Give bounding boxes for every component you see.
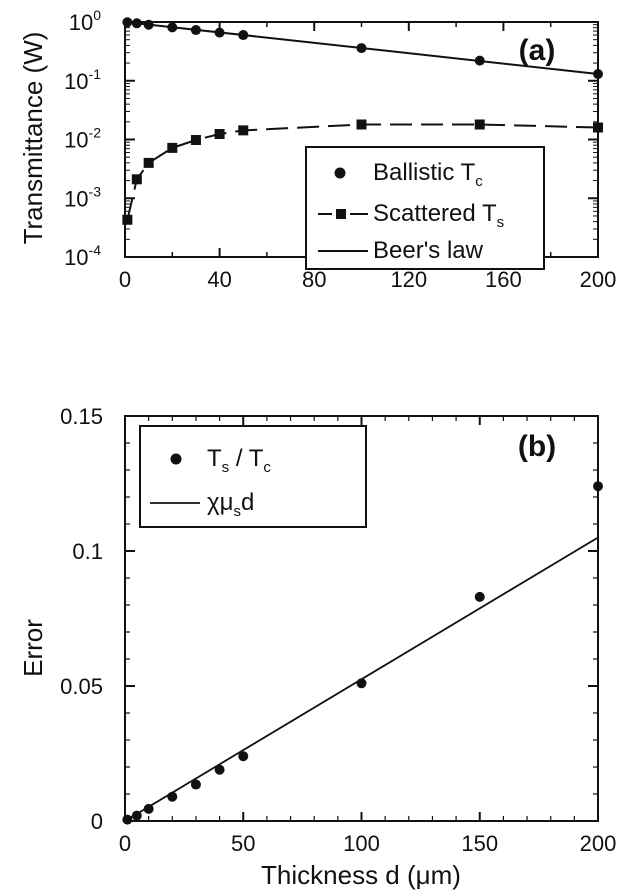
panel-b-ratio-point	[143, 803, 154, 814]
panel-b-plot-frame	[124, 415, 599, 822]
panel-b-x-tick-label: 100	[343, 831, 380, 856]
panel-b-y-axis-title: Error	[18, 619, 48, 677]
panel-a-y-tick-label: 10-2	[64, 125, 101, 153]
panel-a-scattered-point	[122, 214, 133, 225]
panel-a-scattered-point	[214, 129, 225, 140]
panel-a-scattered-point	[474, 119, 485, 130]
panel-b-ratio-point	[474, 591, 485, 602]
legend-model-label: χμsd	[207, 489, 254, 520]
panel-a-x-tick-label: 0	[119, 267, 131, 292]
panel-b-y-tick-label: 0.1	[72, 539, 103, 564]
panel-a-y-tick-label: 10-4	[64, 242, 101, 270]
panel-a-ballistic-point	[356, 43, 367, 54]
panel-b-x-tick-label: 200	[580, 831, 617, 856]
panel-a-ballistic-point	[238, 30, 249, 41]
panel-b: Error 0 50 100 150 200 0 0.05 0.1 0.15 (b) Ts / …	[18, 404, 616, 890]
panel-b-x-axis-title: Thickness d (μm)	[261, 860, 461, 890]
panel-b-ratio-point	[190, 779, 201, 790]
panel-b-x-tick-label: 150	[461, 831, 498, 856]
panel-a-ballistic-point	[131, 18, 142, 29]
panel-b-ratio-point	[122, 814, 133, 825]
legend-scattered-label: Scattered Ts	[373, 200, 504, 231]
panel-b-ratio-point	[238, 751, 249, 762]
legend-scattered-marker	[336, 209, 346, 219]
panel-a-scattered-curve	[126, 123, 599, 221]
panel-a-x-tick-label: 120	[390, 267, 427, 292]
panel-b-y-tick-label: 0.15	[60, 404, 103, 429]
panel-a-scattered-point	[238, 125, 249, 136]
panel-b-legend-box	[139, 425, 367, 528]
panel-a-x-tick-label: 160	[485, 267, 522, 292]
panel-b-ratio-point	[131, 810, 142, 821]
legend-beers-law-label: Beer's law	[373, 237, 484, 264]
panel-b-y-tick-label: 0.05	[60, 674, 103, 699]
panel-a-ballistic-point	[167, 22, 178, 33]
panel-b-x-tick-label: 50	[231, 831, 255, 856]
panel-a-x-tick-label: 40	[207, 267, 231, 292]
panel-b-ratio-point	[167, 791, 178, 802]
legend-ballistic-marker	[334, 167, 346, 179]
panel-a-scattered-point	[143, 157, 154, 168]
panel-a-scattered-point	[131, 174, 142, 185]
panel-a-x-tick-label: 200	[580, 267, 617, 292]
panel-a-ballistic-point	[214, 27, 225, 38]
panel-a-y-tick-label: 10-1	[64, 66, 101, 94]
panel-a-y-axis-title: Transmittance (W)	[18, 32, 48, 245]
panel-a-scattered-point	[167, 142, 178, 153]
panel-a-y-tick-label: 10-3	[64, 183, 101, 211]
panel-b-ratio-point	[356, 678, 367, 689]
panel-a-legend: Ballistic Tc Scattered Ts Beer's law	[305, 146, 545, 270]
legend-ratio-label: Ts / Tc	[207, 445, 271, 476]
panel-a-scattered-point	[356, 119, 367, 130]
panel-b-x-tick-label: 0	[119, 831, 131, 856]
panel-a-x-tick-label: 80	[302, 267, 326, 292]
panel-a-ballistic-point	[190, 25, 201, 36]
panel-b-y-tick-label: 0	[91, 809, 103, 834]
panel-a-legend-box	[305, 146, 545, 270]
panel-a-ballistic-point	[474, 55, 485, 66]
panel-a-y-tick-label: 100	[69, 7, 101, 35]
legend-ratio-marker	[170, 453, 182, 465]
panel-a: Transmittance (W) 0 40 80 120 160 200 100 10-1 1…	[18, 7, 616, 292]
panel-b-legend: Ts / Tc χμsd	[139, 425, 367, 528]
panel-b-label: (b)	[518, 430, 556, 463]
panel-a-label: (a)	[519, 34, 556, 67]
legend-ballistic-label: Ballistic Tc	[373, 159, 483, 190]
panel-a-scattered-point	[190, 135, 201, 146]
panel-b-ratio-point	[214, 764, 225, 775]
